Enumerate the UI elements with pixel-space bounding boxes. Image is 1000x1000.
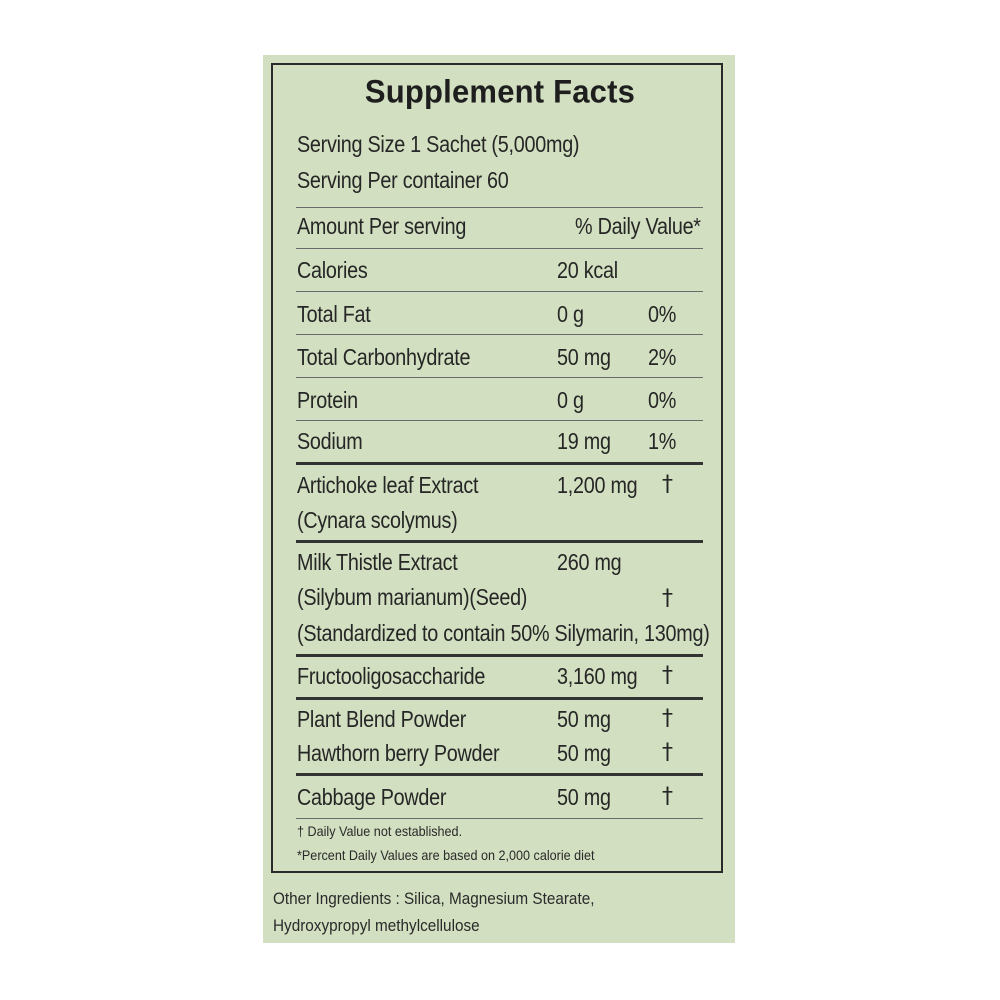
nutrient-dv: 0% — [648, 387, 677, 413]
percent-footnote: *Percent Daily Values are based on 2,000… — [297, 847, 595, 863]
divider — [296, 377, 703, 378]
calories-label: Calories — [297, 257, 368, 283]
nutrient-amount: 0 g — [557, 301, 584, 327]
nutrient-amount: 0 g — [557, 387, 584, 413]
ingredient-sublabel: (Standardized to contain 50% Silymarin, … — [297, 620, 710, 646]
divider — [296, 248, 703, 249]
dagger-mark: † — [662, 784, 673, 809]
nutrient-label: Sodium — [297, 428, 363, 454]
ingredient-label: Fructooligosaccharide — [297, 663, 486, 689]
nutrient-label: Total Fat — [297, 301, 371, 327]
ingredient-label: Cabbage Powder — [297, 784, 447, 810]
ingredient-sublabel: (Cynara scolymus) — [297, 507, 458, 533]
page-title: Supplement Facts — [364, 73, 636, 110]
thick-divider — [296, 540, 703, 543]
thick-divider — [296, 654, 703, 657]
divider — [296, 334, 703, 335]
ingredient-amount: 1,200 mg — [557, 472, 638, 498]
ingredient-amount: 3,160 mg — [557, 663, 638, 689]
amount-per-serving-header: Amount Per serving — [297, 213, 467, 239]
dagger-mark: † — [662, 740, 673, 765]
dagger-mark: † — [662, 472, 673, 497]
nutrient-dv: 0% — [648, 301, 677, 327]
ingredient-label: Milk Thistle Extract — [297, 549, 458, 575]
ingredient-amount: 260 mg — [557, 549, 622, 575]
other-ingredients-line: Hydroxypropyl methylcellulose — [273, 916, 480, 935]
ingredient-label: Hawthorn berry Powder — [297, 740, 500, 766]
thick-divider — [296, 773, 703, 776]
divider — [296, 420, 703, 421]
nutrient-label: Protein — [297, 387, 358, 413]
ingredient-amount: 50 mg — [557, 740, 611, 766]
dagger-mark: † — [662, 586, 673, 611]
supplement-facts-box — [271, 63, 723, 873]
nutrient-amount: 50 mg — [557, 344, 611, 370]
other-ingredients-line: Other Ingredients : Silica, Magnesium St… — [273, 889, 595, 908]
dagger-mark: † — [662, 706, 673, 731]
nutrient-dv: 2% — [648, 344, 677, 370]
nutrient-amount: 19 mg — [557, 428, 611, 454]
ingredient-label: Artichoke leaf Extract — [297, 472, 479, 498]
nutrient-dv: 1% — [648, 428, 677, 454]
divider — [296, 291, 703, 292]
daily-value-header: % Daily Value* — [575, 213, 701, 239]
servings-per-container: Serving Per container 60 — [297, 167, 509, 193]
dagger-mark: † — [662, 663, 673, 688]
nutrient-label: Total Carbonhydrate — [297, 344, 471, 370]
calories-amount: 20 kcal — [557, 257, 618, 283]
ingredient-amount: 50 mg — [557, 706, 611, 732]
divider — [296, 818, 703, 819]
ingredient-amount: 50 mg — [557, 784, 611, 810]
serving-size: Serving Size 1 Sachet (5,000mg) — [297, 131, 580, 157]
thick-divider — [296, 462, 703, 465]
ingredient-sublabel: (Silybum marianum)(Seed) — [297, 584, 528, 610]
label-panel — [263, 55, 735, 943]
dagger-footnote: † Daily Value not established. — [297, 823, 463, 839]
ingredient-label: Plant Blend Powder — [297, 706, 467, 732]
divider — [296, 207, 703, 208]
thick-divider — [296, 697, 703, 700]
